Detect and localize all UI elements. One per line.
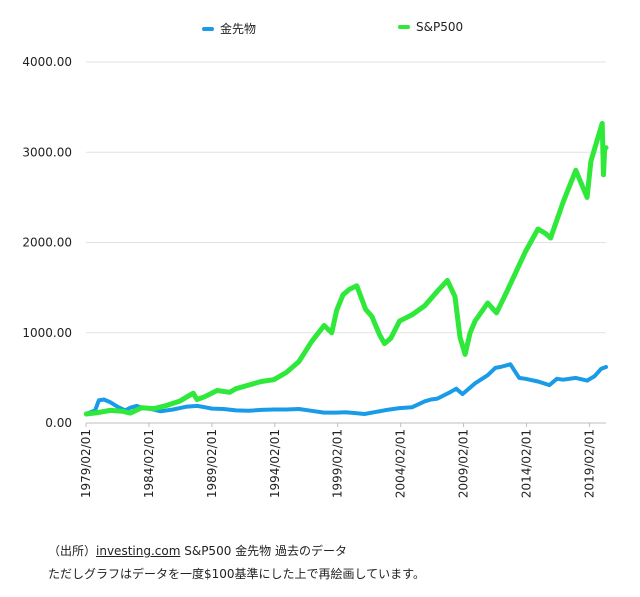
source-link[interactable]: investing.com [96,544,181,558]
x-tick-label: 1984/02/01 [142,429,156,498]
legend-label-gold: 金先物 [220,22,257,36]
y-tick-label: 1000.00 [22,326,72,340]
legend-swatch-gold [202,26,214,31]
x-tick-label: 2019/02/01 [582,429,596,498]
grid-lines [86,61,606,424]
series-lines [83,120,609,417]
y-tick-label: 0.00 [45,416,72,430]
legend-item-gold: 金先物 [202,20,256,37]
y-axis-ticks: 0.00 1000.00 2000.00 3000.00 4000.00 [22,55,72,430]
caption-prefix: （出所） [48,544,97,558]
y-tick-label: 3000.00 [22,145,72,159]
x-axis-ticks: 1979/02/01 1984/02/01 1989/02/01 1994/02/01… [79,423,596,498]
series-line-sp500 [83,120,609,417]
legend-item-sp500: S&P500 [398,20,463,34]
legend-swatch-sp500 [398,25,410,29]
y-tick-label: 2000.00 [22,236,72,250]
x-tick-label: 2009/02/01 [457,429,471,498]
line-chart: 0.00 1000.00 2000.00 3000.00 4000.00 1979/02… [22,55,609,498]
x-tick-label: 1989/02/01 [205,429,219,498]
y-tick-label: 4000.00 [22,55,72,69]
caption-source-suffix: S&P500 金先物 過去のデータ [180,544,347,558]
chart-legend: 金先物 S&P500 [0,20,640,40]
x-tick-label: 2014/02/01 [520,429,534,498]
x-tick-label: 2004/02/01 [394,429,408,498]
x-tick-label: 1994/02/01 [268,429,282,498]
x-tick-label: 1999/02/01 [331,429,345,498]
caption-note: ただしグラフはデータを一度$100基準にした上で再絵画しています。 [48,567,425,581]
x-tick-label: 1979/02/01 [79,429,93,498]
caption-source: （出所）investing.com S&P500 金先物 過去のデータ [48,542,347,559]
legend-label-sp500: S&P500 [416,20,464,34]
